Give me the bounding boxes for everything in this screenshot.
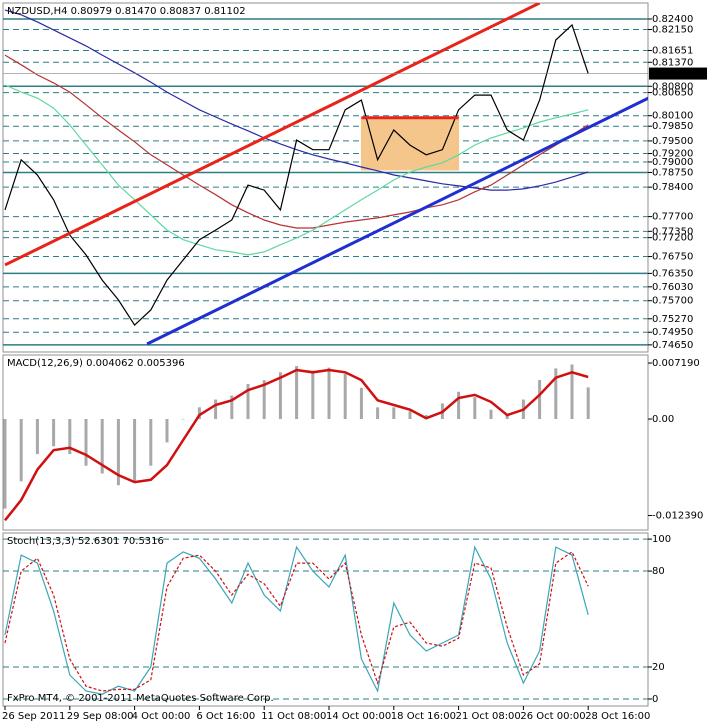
y-tick-label: 20 <box>652 662 665 673</box>
macd-bar <box>505 415 509 420</box>
macd-bar <box>197 407 201 420</box>
series-line <box>4 23 589 327</box>
macd-bar <box>68 419 72 455</box>
macd-bar <box>327 367 331 420</box>
macd-bar <box>35 419 39 455</box>
macd-bar <box>214 399 218 420</box>
y-tick-label: 0.74950 <box>652 327 693 338</box>
plot-area <box>3 364 590 522</box>
macd-bar <box>489 409 493 420</box>
x-tick-label: 11 Oct 08:00 <box>261 711 326 722</box>
macd-bar <box>538 380 542 420</box>
y-tick-label: 0.80650 <box>652 88 693 99</box>
plot-area <box>3 538 648 700</box>
y-tick-label: 0.74650 <box>652 340 693 351</box>
y-tick-label: 0.77350 <box>652 226 693 237</box>
x-tick-label: 6 Oct 16:00 <box>196 711 255 722</box>
macd-bar <box>133 419 137 482</box>
macd-bar <box>181 419 185 420</box>
macd-bar <box>311 370 315 420</box>
macd-bar <box>457 391 461 420</box>
y-tick-label: 0.82150 <box>652 24 693 35</box>
series-line <box>4 545 589 695</box>
macd-bar <box>473 397 477 420</box>
macd-bar <box>554 368 558 420</box>
y-tick-label: 0.81370 <box>652 57 693 68</box>
macd-bar <box>100 419 104 474</box>
macd-bar <box>165 419 169 443</box>
x-tick-label: 28 Oct 16:00 <box>585 711 650 722</box>
box <box>360 117 460 171</box>
y-tick-label: -0.012390 <box>652 511 703 522</box>
last-price-label: 0.81102 <box>652 69 693 80</box>
y-tick-label: 0.00 <box>652 414 674 425</box>
macd-bar <box>278 372 282 420</box>
y-tick-label: 0.76350 <box>652 268 693 279</box>
y-tick-label: 0.82400 <box>652 14 693 25</box>
y-tick-label: 0.79500 <box>652 136 693 147</box>
y-tick-label: 0.77700 <box>652 212 693 223</box>
y-tick-label: 0.78750 <box>652 167 693 178</box>
y-tick-label: 0.80800 <box>652 81 693 92</box>
macd-bar <box>84 419 88 466</box>
y-tick-label: 0.75700 <box>652 296 693 307</box>
y-tick-label: 0.76750 <box>652 252 693 263</box>
macd-bar <box>246 383 250 420</box>
y-tick-label: 0.77200 <box>652 233 693 244</box>
series-line <box>4 9 589 191</box>
y-tick-label: 0.81651 <box>652 45 693 56</box>
macd-bar <box>262 380 266 420</box>
macd-bar <box>19 419 23 482</box>
panel-title: MACD(12,26,9) 0.004062 0.005396 <box>7 358 185 369</box>
x-tick-label: 18 Oct 16:00 <box>391 711 456 722</box>
series-line <box>4 84 589 256</box>
y-tick-label: 100 <box>652 534 671 545</box>
macd-bar <box>359 387 363 420</box>
x-tick-label: 21 Oct 08:00 <box>456 711 521 722</box>
macd-bar <box>376 407 380 420</box>
footer: FxPro MT4, © 2001-2011 MetaQuotes Softwa… <box>7 693 274 704</box>
trendline <box>4 3 541 267</box>
y-tick-label: 0.79200 <box>652 149 693 160</box>
x-tick-label: 26 Oct 00:00 <box>520 711 585 722</box>
x-tick-label: 29 Sep 08:00 <box>67 711 134 722</box>
series-line <box>4 368 589 522</box>
y-tick-label: 0.75270 <box>652 314 693 325</box>
x-tick-label: 14 Oct 00:00 <box>326 711 391 722</box>
macd-bar <box>52 419 56 447</box>
trendline <box>146 96 648 346</box>
x-tick-label: 4 Oct 00:00 <box>132 711 191 722</box>
macd-bar <box>408 411 412 420</box>
y-tick-label: 0.78400 <box>652 182 693 193</box>
series-line <box>4 54 589 229</box>
y-tick-label: 0.79000 <box>652 157 693 168</box>
y-tick-label: 0.76030 <box>652 282 693 293</box>
series-line <box>4 551 589 692</box>
y-tick-label: 0.79850 <box>652 121 693 132</box>
macd-bar <box>570 364 574 420</box>
plot-area <box>3 3 648 346</box>
panel-title: Stoch(13,3,3) 52.6301 70.5316 <box>7 536 164 547</box>
macd-bar <box>392 407 396 420</box>
macd-bar <box>149 419 153 466</box>
last-price-box <box>649 67 707 80</box>
macd-bar <box>230 395 234 420</box>
y-tick-label: 80 <box>652 566 665 577</box>
y-tick-label: 0.80100 <box>652 111 693 122</box>
macd-bar <box>295 366 299 420</box>
x-tick-label: 26 Sep 2011 <box>2 711 65 722</box>
macd-bar <box>3 419 7 509</box>
panel <box>2 532 649 707</box>
macd-bar <box>586 387 590 420</box>
panel-title: NZDUSD,H4 0.80979 0.81470 0.80837 0.8110… <box>7 6 246 17</box>
panel <box>2 2 649 353</box>
macd-bar <box>116 419 120 486</box>
y-tick-label: 0.007190 <box>652 358 700 369</box>
macd-bar <box>343 373 347 420</box>
y-tick-label: 0 <box>652 694 658 705</box>
